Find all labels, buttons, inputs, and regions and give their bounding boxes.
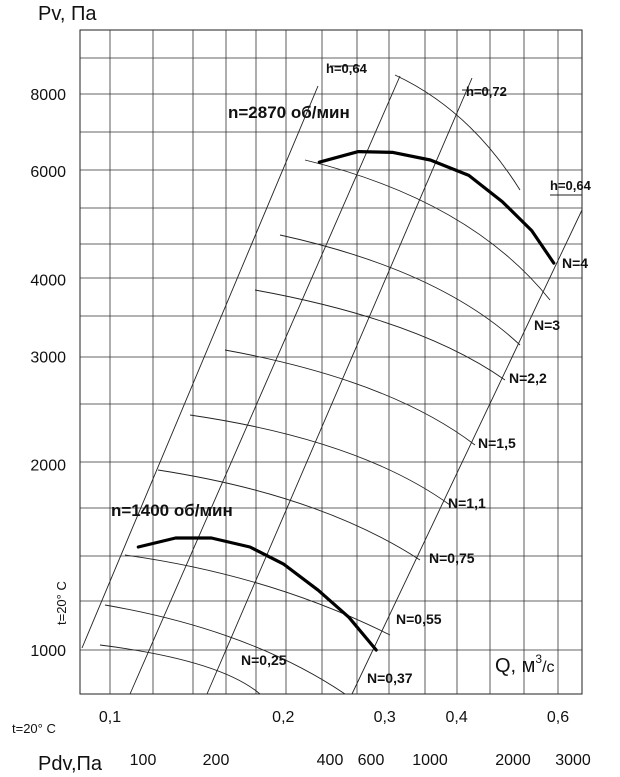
y-tick-label: 2000 <box>30 458 66 475</box>
x-tick-label: 0,3 <box>374 709 396 726</box>
x-tick-label: 0,1 <box>99 709 121 726</box>
speed-curves <box>136 150 556 652</box>
x-tick-label: 0,6 <box>547 709 569 726</box>
pdv-tick-label: 600 <box>358 752 385 769</box>
power-arc <box>224 349 476 446</box>
pdv-tick-label: 3000 <box>555 752 591 769</box>
x-axis-title-main: Q, м <box>495 655 535 677</box>
power-label: N=3 <box>534 317 560 333</box>
power-arc <box>189 414 451 506</box>
power-label: N=0,25 <box>241 652 287 668</box>
power-arc <box>279 234 521 346</box>
power-label: N=2,2 <box>509 370 547 386</box>
power-arcs <box>99 74 551 695</box>
y-tick-label: 8000 <box>30 87 66 104</box>
power-label: N=0,37 <box>367 670 413 686</box>
power-arc <box>104 604 346 695</box>
efficiency-line <box>206 77 473 695</box>
pdv-tick-label: 400 <box>317 752 344 769</box>
x-tick-label: 0,4 <box>445 709 467 726</box>
pdv-tick-label: 1000 <box>412 752 448 769</box>
efficiency-line <box>129 75 401 695</box>
power-arc <box>157 469 421 561</box>
pdv-tick-label: 200 <box>203 752 230 769</box>
pdv-tick-label: 100 <box>130 752 157 769</box>
curve-n1400 <box>136 536 378 652</box>
svg-text:Q, м3/с: Q, м3/с <box>495 652 555 677</box>
pdv-tick-label: 2000 <box>495 752 531 769</box>
power-label: N=1,1 <box>448 495 486 511</box>
pdv-axis-title: Pdv,Па <box>38 753 103 775</box>
power-label: N=0,75 <box>429 550 475 566</box>
efficiency-guide-lines <box>81 65 583 695</box>
efficiency-line <box>81 85 319 649</box>
x-tick-label: 0,2 <box>272 709 294 726</box>
power-arc <box>254 289 506 381</box>
efficiency-line <box>351 209 583 695</box>
y-tick-label: 3000 <box>30 349 66 366</box>
y-tick-label: 6000 <box>30 164 66 181</box>
x-axis-title-tail: /с <box>542 659 554 676</box>
labels: 8000 6000 4000 3000 2000 1000 0,1 0,2 0,3 0,4 0,6 1… <box>30 61 591 769</box>
power-arc <box>99 644 261 695</box>
plot-frame <box>79 29 583 695</box>
temperature-label-bottom: t=20° C <box>12 721 56 736</box>
y-tick-label: 1000 <box>30 643 66 660</box>
power-arc <box>304 159 551 301</box>
efficiency-label: h=0,64 <box>326 61 368 76</box>
x-axis-title: Q, м3/с <box>495 652 555 677</box>
power-label: N=4 <box>562 255 588 271</box>
series-label-n1400: n=1400 об/мин <box>111 501 233 520</box>
x-axis-title-sup: 3 <box>535 652 542 666</box>
power-arc <box>394 74 521 191</box>
grid <box>79 29 583 695</box>
temperature-label-vertical: t=20° C <box>54 581 69 625</box>
y-tick-label: 4000 <box>30 272 66 289</box>
efficiency-label: h=0,64 <box>550 178 592 193</box>
power-label: N=1,5 <box>478 435 516 451</box>
curve-n2870 <box>317 150 556 265</box>
efficiency-label: h=0,72 <box>466 84 507 99</box>
power-arc <box>124 554 391 636</box>
power-label: N=0,55 <box>396 611 442 627</box>
series-label-n2870: n=2870 об/мин <box>228 103 350 122</box>
y-axis-title: Pv, Па <box>38 3 97 25</box>
